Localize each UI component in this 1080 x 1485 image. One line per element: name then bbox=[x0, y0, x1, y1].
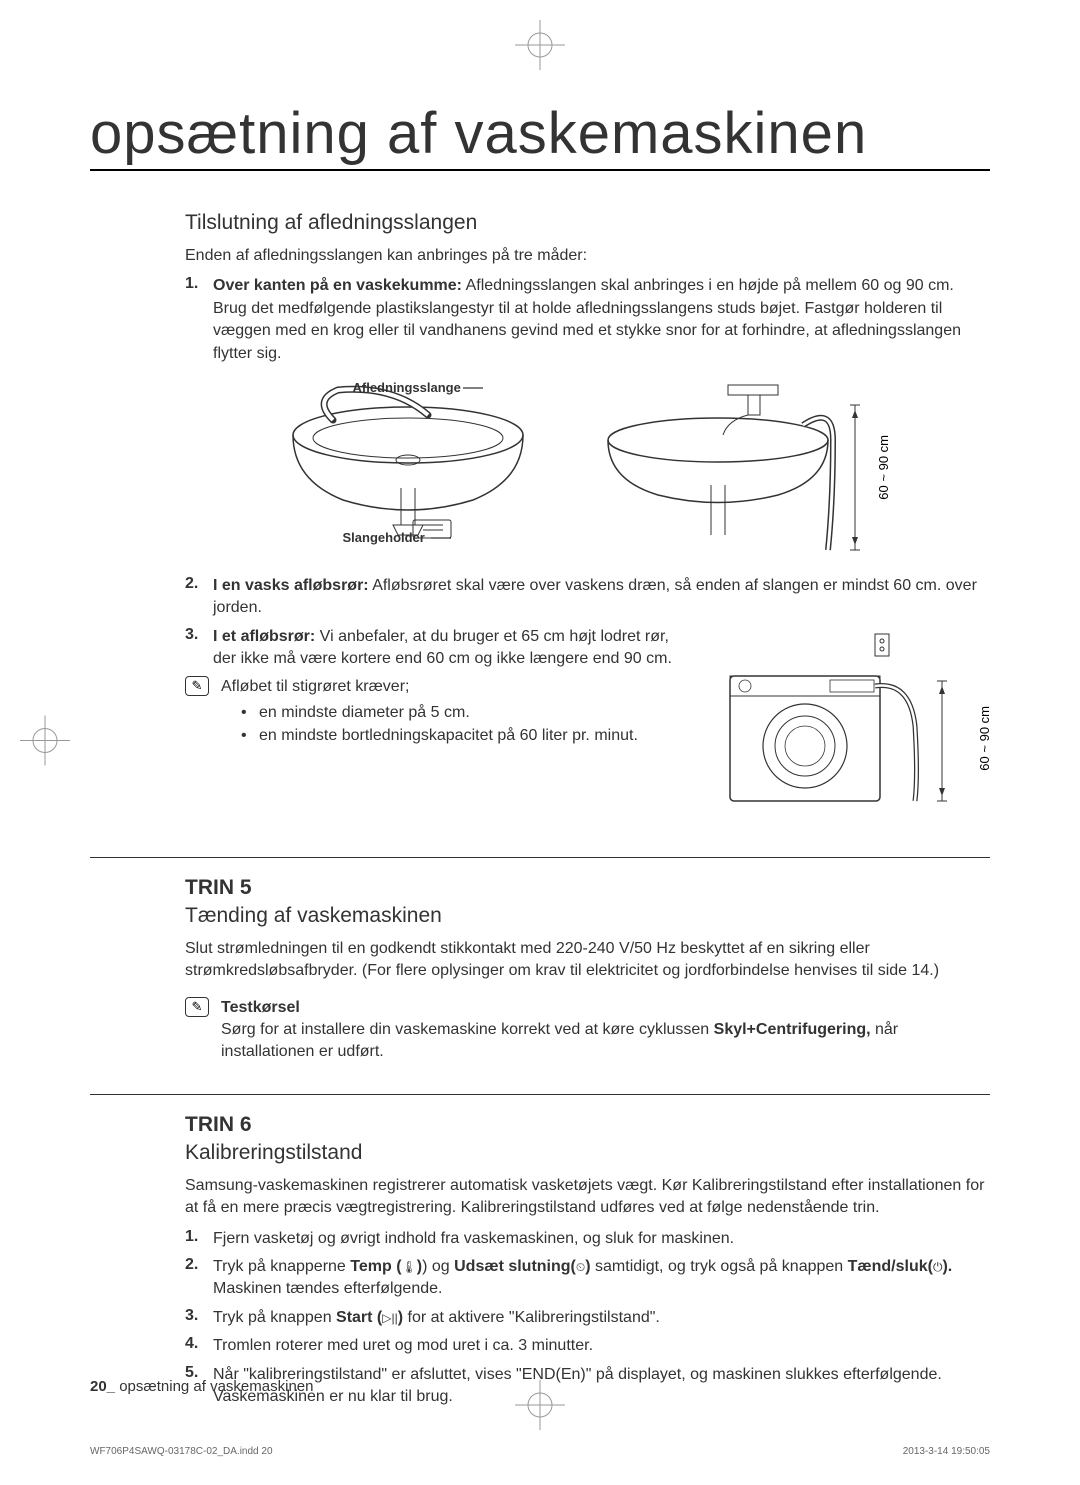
item-bold: I et afløbsrør: bbox=[213, 628, 315, 645]
list-item: 4. Tromlen roterer med uret og mod uret … bbox=[185, 1335, 990, 1357]
item-text: Tromlen roterer med uret og mod uret i c… bbox=[213, 1335, 990, 1357]
washer-diagram bbox=[700, 626, 960, 806]
footer-text: opsætning af vaskemaskinen bbox=[115, 1378, 313, 1395]
item-content: Over kanten på en vaskekumme: Aflednings… bbox=[213, 275, 990, 365]
list-item: 2. I en vasks afløbsrør: Afløbsrøret ska… bbox=[185, 575, 990, 620]
item-content: I en vasks afløbsrør: Afløbsrøret skal v… bbox=[213, 575, 990, 620]
item-bold: I en vasks afløbsrør: bbox=[213, 577, 369, 594]
diagram-label: Afledningsslange bbox=[353, 380, 461, 395]
list-item: 1. Over kanten på en vaskekumme: Afledni… bbox=[185, 275, 990, 365]
list-item: 3. I et afløbsrør: Vi anbefaler, at du b… bbox=[185, 626, 680, 671]
note-icon: ✎ bbox=[185, 676, 209, 696]
list-item: 3. Tryk på knappen Start (▷||) for at ak… bbox=[185, 1307, 990, 1329]
item-content: Tryk på knapperne Temp (🌡)) og Udsæt slu… bbox=[213, 1256, 990, 1301]
sink-diagram-1 bbox=[283, 380, 563, 555]
note-icon: ✎ bbox=[185, 997, 209, 1017]
step-subtitle: Tænding af vaskemaskinen bbox=[185, 904, 990, 928]
item-number: 2. bbox=[185, 1256, 213, 1301]
item-text: Når "kalibreringstilstand" er afsluttet,… bbox=[213, 1364, 990, 1409]
crop-mark-top bbox=[515, 20, 565, 75]
step-body: Slut strømledningen til en godkendt stik… bbox=[185, 938, 990, 983]
note-text-1: Sørg for at installere din vaskemaskine … bbox=[221, 1021, 714, 1038]
item-content: I et afløbsrør: Vi anbefaler, at du brug… bbox=[213, 626, 680, 671]
list-item: 1. Fjern vasketøj og øvrigt indhold fra … bbox=[185, 1228, 990, 1250]
list-item: 2. Tryk på knapperne Temp (🌡)) og Udsæt … bbox=[185, 1256, 990, 1301]
step-title: TRIN 6 bbox=[185, 1113, 990, 1137]
step-body: Samsung-vaskemaskinen registrerer automa… bbox=[185, 1175, 990, 1220]
step-title: TRIN 5 bbox=[185, 876, 990, 900]
section-title-drain: Tilslutning af afledningsslangen bbox=[185, 211, 990, 235]
item-content: Tryk på knappen Start (▷||) for at aktiv… bbox=[213, 1307, 990, 1329]
diagram-label: Slangeholder bbox=[343, 530, 425, 545]
divider bbox=[90, 1094, 990, 1095]
note-text-bold: Skyl+Centrifugering, bbox=[714, 1021, 871, 1038]
item-number: 1. bbox=[185, 275, 213, 365]
page-footer: 20_ opsætning af vaskemaskinen bbox=[90, 1378, 313, 1395]
sink-diagram-2 bbox=[603, 380, 863, 555]
item-number: 3. bbox=[185, 1307, 213, 1329]
diagram-row-1: Afledningsslange Slangeholder bbox=[185, 380, 990, 555]
section-intro: Enden af afledningsslangen kan anbringes… bbox=[185, 245, 990, 267]
item-text: Fjern vasketøj og øvrigt indhold fra vas… bbox=[213, 1228, 990, 1250]
print-metadata: WF706P4SAWQ-03178C-02_DA.indd 20 2013-3-… bbox=[90, 1446, 990, 1457]
bullet-text: en mindste diameter på 5 cm. bbox=[259, 702, 470, 724]
step-subtitle: Kalibreringstilstand bbox=[185, 1141, 990, 1165]
dimension-label: 60 ~ 90 cm bbox=[876, 435, 891, 500]
print-date: 2013-3-14 19:50:05 bbox=[903, 1446, 990, 1457]
item-number: 4. bbox=[185, 1335, 213, 1357]
bullet-text: en mindste bortledningskapacitet på 60 l… bbox=[259, 725, 638, 747]
item-number: 1. bbox=[185, 1228, 213, 1250]
note-title: Testkørsel bbox=[221, 997, 990, 1019]
item-bold: Over kanten på en vaskekumme: bbox=[213, 277, 462, 294]
page-main-title: opsætning af vaskemaskinen bbox=[90, 100, 990, 171]
divider bbox=[90, 857, 990, 858]
note-intro: Afløbet til stigrøret kræver; bbox=[221, 678, 409, 695]
item-number: 3. bbox=[185, 626, 213, 671]
dimension-label: 60 ~ 90 cm bbox=[977, 706, 992, 771]
note-content: Testkørsel Sørg for at installere din va… bbox=[221, 997, 990, 1064]
item-number: 2. bbox=[185, 575, 213, 620]
print-file: WF706P4SAWQ-03178C-02_DA.indd 20 bbox=[90, 1446, 273, 1457]
crop-mark-bottom bbox=[515, 1380, 565, 1435]
note-content: Afløbet til stigrøret kræver; •en mindst… bbox=[221, 676, 705, 747]
crop-mark-left bbox=[20, 715, 70, 770]
page-number: 20_ bbox=[90, 1378, 115, 1395]
